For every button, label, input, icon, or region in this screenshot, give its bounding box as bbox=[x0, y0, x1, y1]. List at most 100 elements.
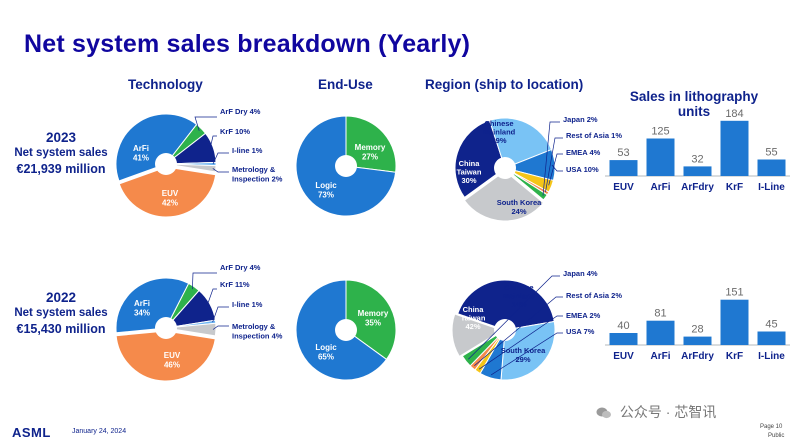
asml-logo: ASML bbox=[12, 425, 51, 440]
pie-center-hole bbox=[155, 317, 177, 339]
pie-label-arfi: ArFi 34% bbox=[134, 299, 150, 318]
pie-label-emea: EMEA 4% bbox=[566, 148, 601, 157]
bar-value-arfi: 125 bbox=[651, 126, 669, 138]
pie-slice-japan bbox=[461, 329, 506, 367]
net-sales-label: Net system sales bbox=[14, 147, 108, 159]
leader-line-rest-of-asia bbox=[545, 137, 563, 192]
leader-line-i-line bbox=[212, 306, 229, 323]
bar-value-i-line: 55 bbox=[765, 147, 777, 159]
pie-center-hole bbox=[335, 319, 357, 341]
pie-label-logic: Logic 73% bbox=[315, 181, 337, 200]
leader-line-krf bbox=[206, 288, 217, 306]
bar-category-arfdry: ArFdry bbox=[681, 182, 714, 193]
leader-line-metrology-inspection bbox=[212, 325, 229, 330]
bar-category-krf: KrF bbox=[726, 182, 743, 193]
pie-label-china-taiwan: China Taiwan 42% bbox=[461, 305, 486, 331]
header-end-use: End-Use bbox=[318, 77, 373, 92]
year-label: 2023 bbox=[45, 130, 77, 145]
leader-line-usa bbox=[551, 164, 563, 172]
leader-line-arf-dry bbox=[194, 116, 217, 131]
footer-classification: Public bbox=[768, 433, 785, 439]
pie-label-arfi: ArFi 41% bbox=[133, 144, 149, 163]
bar-euv bbox=[609, 333, 638, 345]
header-technology: Technology bbox=[128, 77, 203, 92]
bar-value-i-line: 45 bbox=[765, 319, 777, 331]
pie-label-euv: EUV 46% bbox=[164, 351, 181, 370]
watermark: 公众号 · 芯智讯 bbox=[596, 402, 716, 422]
pie-slice-euv bbox=[115, 330, 216, 382]
leader-line-emea bbox=[478, 315, 563, 370]
bar-category-euv: EUV bbox=[613, 182, 634, 193]
pie-label-metrology-inspection: Metrology & Inspection 2% bbox=[232, 165, 283, 184]
pie-label-krf: KrF 10% bbox=[220, 127, 250, 136]
pie-slice-south-korea bbox=[500, 320, 556, 381]
header-litho-units: Sales in lithography units bbox=[629, 89, 759, 119]
pie-slice-china-taiwan bbox=[454, 119, 506, 199]
leader-line-rest-of-asia bbox=[474, 296, 563, 366]
header-litho-line1: Sales in lithography bbox=[629, 89, 759, 104]
pie-label-arf-dry: ArF Dry 4% bbox=[220, 107, 261, 116]
bar-euv bbox=[609, 160, 638, 176]
bar-value-krf: 151 bbox=[725, 287, 743, 299]
pie-slice-metrology-inspection bbox=[165, 322, 217, 337]
header-litho-line2: units bbox=[677, 104, 711, 119]
bar-value-euv: 53 bbox=[617, 147, 629, 159]
bar-value-euv: 40 bbox=[617, 320, 629, 332]
pie-label-i-line: I-line 1% bbox=[232, 146, 263, 155]
pie-label-chinese-mainland: Chinese Mainland 29% bbox=[483, 119, 516, 145]
footer-date: January 24, 2024 bbox=[72, 428, 127, 435]
pie-label-metrology-inspection: Metrology & Inspection 4% bbox=[232, 322, 283, 341]
pie-label-japan: Japan 2% bbox=[563, 115, 598, 124]
net-sales-amount: €21,939 million bbox=[16, 162, 106, 176]
leader-line-usa bbox=[490, 332, 563, 376]
leader-line-metrology-inspection bbox=[212, 168, 229, 173]
bar-arfi bbox=[646, 320, 675, 345]
bar-category-euv: EUV bbox=[613, 351, 634, 362]
bar-category-arfi: ArFi bbox=[651, 182, 671, 193]
bar-category-arfdry: ArFdry bbox=[681, 351, 714, 362]
pie-label-usa: USA 7% bbox=[566, 327, 595, 336]
bar-category-i-line: I-Line bbox=[758, 182, 785, 193]
bar-arfdry bbox=[683, 336, 712, 345]
leader-line-i-line bbox=[212, 152, 229, 165]
bar-i-line bbox=[757, 159, 786, 176]
pie-label-japan: Japan 4% bbox=[563, 269, 598, 278]
wechat-icon bbox=[596, 407, 611, 419]
bar-arfi bbox=[646, 138, 675, 176]
leader-line-japan bbox=[542, 121, 560, 196]
pie-label-chinese-mainland: Chinese Mainland 14% bbox=[503, 283, 536, 309]
header-region: Region (ship to location) bbox=[425, 77, 584, 92]
pie-slice-metrology-inspection bbox=[165, 163, 217, 173]
leader-line-japan bbox=[468, 275, 560, 360]
net-sales-label: Net system sales bbox=[14, 307, 108, 319]
pie-label-rest-of-asia: Rest of Asia 2% bbox=[566, 291, 622, 300]
watermark-text: 公众号 · 芯智讯 bbox=[619, 404, 717, 420]
year-block-2023: 2023 Net system sales €21,939 million bbox=[0, 129, 122, 177]
pie-slice-memory bbox=[345, 115, 397, 173]
pie-label-emea: EMEA 2% bbox=[566, 311, 601, 320]
pie-label-euv: EUV 42% bbox=[162, 189, 179, 208]
pie-center-hole bbox=[494, 157, 516, 179]
pie-slice-china-taiwan bbox=[457, 279, 555, 331]
bar-value-arfdry: 28 bbox=[691, 324, 703, 336]
pie-slice-arfi bbox=[115, 113, 198, 182]
pie-label-memory: Memory 35% bbox=[358, 309, 389, 328]
net-sales-amount: €15,430 million bbox=[16, 322, 106, 336]
pie-label-china-taiwan: China Taiwan 30% bbox=[457, 159, 482, 185]
pie-slice-memory bbox=[345, 279, 397, 361]
pie-slice-chinese-mainland bbox=[463, 170, 545, 222]
bar-value-krf: 184 bbox=[725, 108, 743, 120]
pie-label-usa: USA 10% bbox=[566, 165, 599, 174]
bar-category-krf: KrF bbox=[726, 351, 743, 362]
bar-value-arfdry: 32 bbox=[691, 153, 703, 165]
leader-line-arf-dry bbox=[192, 272, 217, 290]
bar-krf bbox=[720, 299, 749, 345]
pie-center-hole bbox=[335, 155, 357, 177]
pie-label-south-korea: South Korea 24% bbox=[497, 198, 542, 216]
footer-page: Page 10 bbox=[760, 424, 783, 430]
pie-label-krf: KrF 11% bbox=[220, 280, 250, 289]
bar-category-i-line: I-Line bbox=[758, 351, 785, 362]
bar-value-arfi: 81 bbox=[654, 308, 666, 320]
